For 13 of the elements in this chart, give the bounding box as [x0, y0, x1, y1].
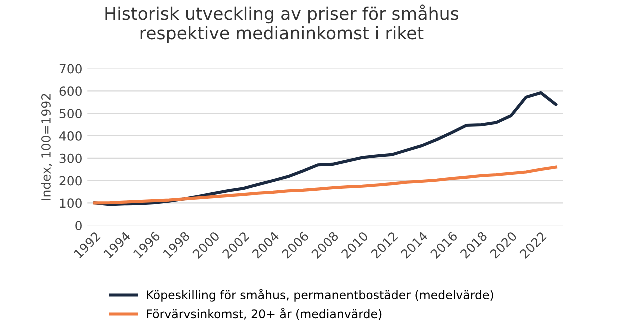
y-tick-label: 300 [60, 154, 82, 164]
y-axis-title: Index, 100=1992 [41, 94, 52, 200]
y-tick-label: 100 [60, 198, 82, 208]
chart-title: Historisk utveckling av priser för småhus respektive medianinkomst i riket [106, 4, 459, 44]
y-tick-label: 400 [60, 131, 82, 141]
y-tick-label: 0 [76, 221, 82, 231]
legend-label: Förvärvsinkomst, 20+ år (medianvärde) [147, 308, 382, 320]
y-tick-label: 700 [60, 64, 82, 74]
y-tick-label: 500 [60, 109, 82, 119]
y-tick-label: 600 [60, 86, 82, 96]
line-series [94, 166, 558, 205]
legend-label: Köpeskilling för småhus, permanentbostäder (medelvärde) [147, 289, 494, 302]
y-tick-label: 200 [60, 176, 82, 186]
